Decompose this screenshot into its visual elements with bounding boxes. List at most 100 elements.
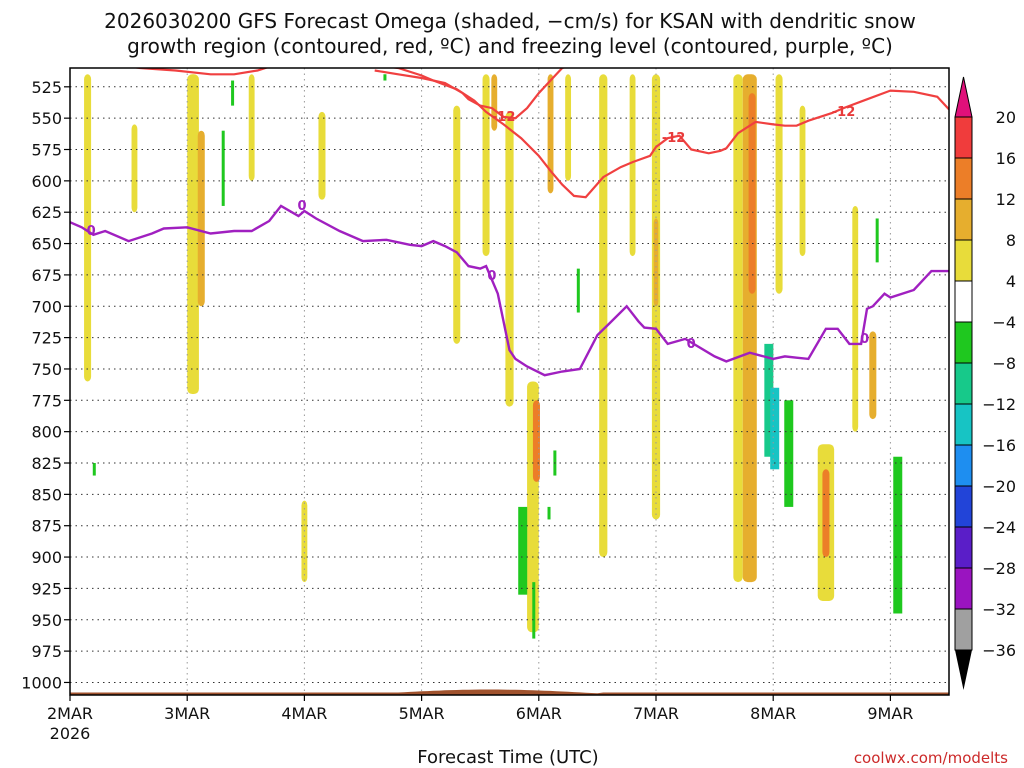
colorbar-label: 20 bbox=[996, 108, 1016, 127]
colorbar-bottom-arrow bbox=[955, 650, 972, 690]
colorbar-band bbox=[954, 280, 973, 323]
omega-shade-28 bbox=[869, 331, 877, 420]
freezing-contour-label: 0 bbox=[687, 337, 696, 352]
omega-shade-3 bbox=[197, 130, 205, 307]
y-tick-label: 1000 bbox=[21, 673, 62, 692]
x-axis-label: Forecast Time (UTC) bbox=[417, 747, 598, 768]
dendritic-contour-upper bbox=[374, 68, 567, 120]
colorbar-band bbox=[954, 239, 973, 282]
colorbar-label: −20 bbox=[982, 477, 1016, 496]
omega-negative-1 bbox=[231, 80, 235, 106]
y-tick-label: 925 bbox=[31, 579, 62, 598]
dendritic-contour-label: -12 bbox=[492, 110, 516, 125]
x-tick-label: 2MAR bbox=[47, 704, 93, 723]
omega-shade-26 bbox=[822, 469, 830, 558]
freezing-level-contour bbox=[70, 204, 949, 377]
colorbar-label: −16 bbox=[982, 436, 1016, 455]
omega-shade-1 bbox=[131, 124, 138, 213]
dendritic-contour-label: -12 bbox=[832, 105, 856, 120]
dendritic-contour-label: -12 bbox=[662, 131, 686, 146]
colorbar-label: 12 bbox=[996, 190, 1016, 209]
colorbar-label: −28 bbox=[982, 559, 1016, 578]
colorbar-band bbox=[954, 485, 973, 528]
x-tick-label: 5MAR bbox=[399, 704, 445, 723]
freezing-contour-label: 0 bbox=[487, 269, 496, 284]
omega-negative-12 bbox=[875, 218, 879, 263]
omega-shade-7 bbox=[453, 105, 461, 344]
colorbar-label: 16 bbox=[996, 149, 1016, 168]
y-tick-label: 625 bbox=[31, 203, 62, 222]
y-tick-label: 775 bbox=[31, 391, 62, 410]
omega-negative-5 bbox=[532, 582, 536, 639]
x-axis: 2MAR 3MAR 4MAR 5MAR 6MAR 7MAR 8MAR 9MAR 2026 bbox=[47, 695, 913, 743]
colorbar-label: −36 bbox=[982, 641, 1016, 660]
freezing-contour-label: 0 bbox=[87, 224, 96, 239]
colorbar-band bbox=[954, 362, 973, 405]
credit-link[interactable]: coolwx.com/modelts bbox=[854, 749, 1008, 767]
colorbar-label: −12 bbox=[982, 395, 1016, 414]
y-axis: 525 550 575 600 625 650 675 700 725 750 775 800 825 8… bbox=[21, 78, 70, 692]
omega-shade-8 bbox=[482, 74, 490, 257]
x-tick-label: 7MAR bbox=[633, 704, 679, 723]
plot-inner: -12 -12 -12 0 0 0 0 0 bbox=[70, 68, 949, 695]
omega-shade-4 bbox=[248, 74, 255, 181]
omega-shade-16 bbox=[629, 74, 636, 257]
y-tick-label: 750 bbox=[31, 360, 62, 379]
dendritic-contour-lower bbox=[132, 68, 949, 199]
x-tick-label: 4MAR bbox=[281, 704, 327, 723]
y-tick-label: 700 bbox=[31, 297, 62, 316]
omega-shade-22 bbox=[748, 93, 756, 294]
y-tick-label: 975 bbox=[31, 642, 62, 661]
omega-shade-5 bbox=[318, 111, 326, 200]
omega-negative-4 bbox=[518, 506, 528, 595]
x-tick-label: 3MAR bbox=[164, 704, 210, 723]
plot-area: -12 -12 -12 0 0 0 0 0 bbox=[69, 67, 950, 696]
omega-shade-15 bbox=[599, 74, 608, 558]
colorbar: 20 16 12 8 4 −4 −8 −12 −16 −20 −24 −28 −32 −36 bbox=[954, 76, 1016, 690]
omega-negative-0 bbox=[92, 463, 96, 476]
x-tick-label: 9MAR bbox=[867, 704, 913, 723]
colorbar-band bbox=[954, 567, 973, 610]
colorbar-band bbox=[954, 526, 973, 569]
y-tick-label: 525 bbox=[31, 78, 62, 97]
omega-negative-10 bbox=[770, 387, 780, 470]
colorbar-label: −4 bbox=[992, 313, 1016, 332]
omega-shade-10 bbox=[505, 111, 514, 407]
y-tick-label: 875 bbox=[31, 517, 62, 536]
omega-negative-3 bbox=[383, 74, 387, 81]
terrain-strip bbox=[70, 689, 949, 695]
colorbar-band bbox=[954, 321, 973, 364]
y-tick-label: 725 bbox=[31, 329, 62, 348]
colorbar-band bbox=[954, 403, 973, 446]
omega-negative-13 bbox=[893, 456, 903, 614]
omega-shade-18 bbox=[653, 218, 659, 307]
y-tick-label: 900 bbox=[31, 548, 62, 567]
y-tick-label: 950 bbox=[31, 611, 62, 630]
omega-shade-12 bbox=[532, 400, 540, 482]
chart-title-line2: growth region (contoured, red, ºC) and f… bbox=[127, 34, 893, 58]
colorbar-band bbox=[954, 444, 973, 487]
omega-shade-13 bbox=[547, 74, 554, 194]
y-tick-label: 800 bbox=[31, 423, 62, 442]
colorbar-top-arrow bbox=[954, 76, 973, 118]
colorbar-band bbox=[954, 198, 973, 241]
colorbar-label: −8 bbox=[992, 354, 1016, 373]
omega-shade-14 bbox=[565, 74, 572, 181]
colorbar-label: 8 bbox=[1006, 231, 1016, 250]
y-tick-label: 650 bbox=[31, 235, 62, 254]
omega-negative-8 bbox=[576, 268, 580, 313]
omega-shade-2 bbox=[187, 74, 199, 395]
y-tick-label: 575 bbox=[31, 141, 62, 160]
y-tick-label: 825 bbox=[31, 454, 62, 473]
x-year-label: 2026 bbox=[50, 724, 91, 743]
x-tick-label: 8MAR bbox=[750, 704, 796, 723]
y-tick-label: 850 bbox=[31, 485, 62, 504]
y-tick-label: 550 bbox=[31, 109, 62, 128]
chart-title-line1: 2026030200 GFS Forecast Omega (shaded, −… bbox=[104, 9, 916, 33]
freezing-contour-label: 0 bbox=[860, 332, 869, 347]
colorbar-band bbox=[954, 608, 973, 651]
y-tick-label: 600 bbox=[31, 172, 62, 191]
omega-shade-0 bbox=[84, 74, 92, 382]
omega-shade-20 bbox=[733, 74, 743, 583]
